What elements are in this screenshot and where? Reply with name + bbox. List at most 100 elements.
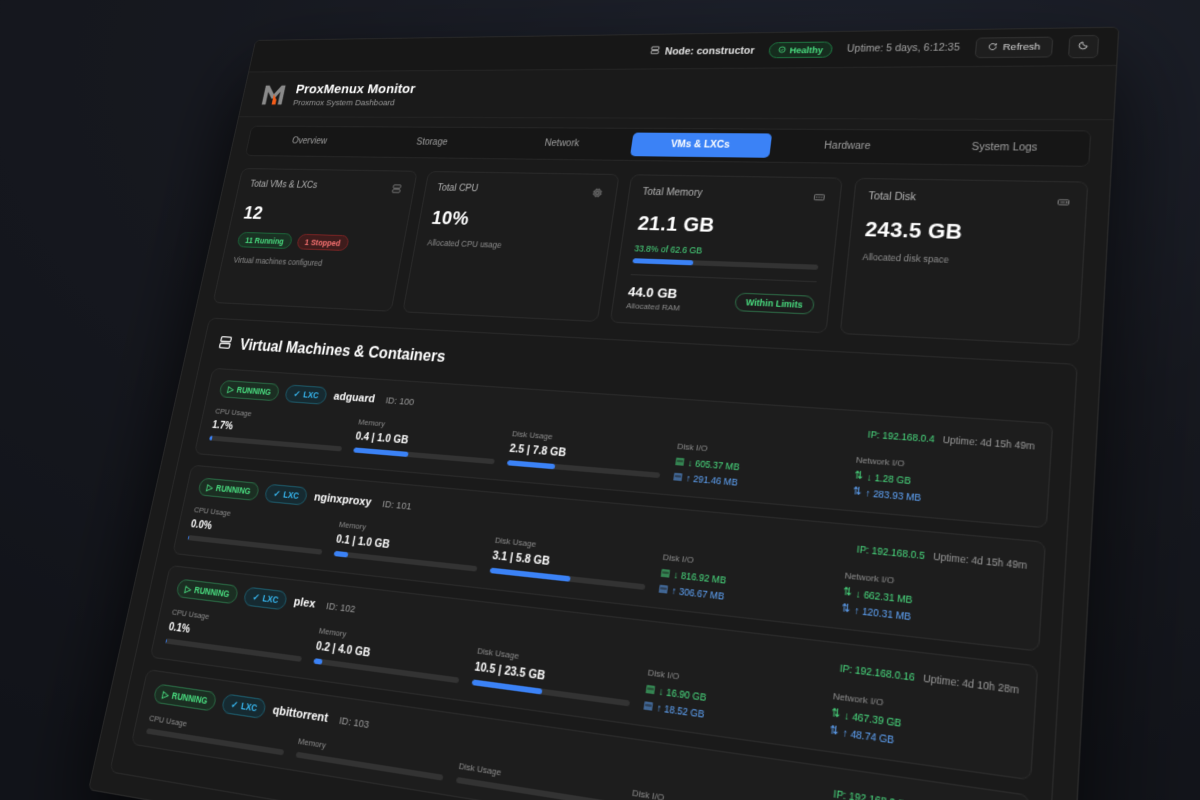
hard-drive-icon: ▤ — [645, 682, 656, 696]
network-icon: ⇅ — [852, 485, 862, 498]
vm-type-badge: ✓ LXC — [242, 586, 289, 611]
vm-type-label: LXC — [261, 592, 280, 606]
vm-status-label: RUNNING — [170, 690, 209, 707]
vm-metric-memory: Memory 0.4 | 1.0 GB — [352, 417, 500, 467]
vm-status-label: RUNNING — [235, 384, 273, 397]
node-label: Node: constructor — [664, 44, 756, 57]
hard-drive-icon — [1056, 195, 1071, 214]
play-icon: ▷ — [184, 583, 193, 595]
card-total-vms-sub: Virtual machines configured — [232, 255, 324, 268]
vm-ip: IP: 192.168.0.5 — [856, 543, 926, 562]
allocated-ram-value: 44.0 GB — [627, 284, 679, 302]
vm-id: ID: 101 — [381, 498, 413, 513]
card-total-vms-label: Total VMs & LXCs — [249, 179, 319, 191]
vm-state-pills: 11 Running 1 Stopped — [236, 231, 392, 253]
vm-meta: IP: 192.168.0.4 Uptime: 4d 15h 49m — [867, 429, 1035, 452]
perspective-plane: Node: constructor Healthy Uptime: 5 days… — [88, 26, 1120, 800]
tab-overview[interactable]: Overview — [290, 136, 328, 147]
card-total-cpu: Total CPU 10% Allocated CPU usage — [401, 171, 620, 323]
card-total-memory: Total Memory 21.1 GB 33.8% of 62.6 GB 44… — [609, 174, 843, 334]
tab-vms-lxcs[interactable]: VMs & LXCs — [630, 132, 772, 158]
network-icon: ⇅ — [853, 469, 863, 482]
memory-icon — [811, 190, 826, 208]
container-icon: ✓ — [230, 698, 239, 711]
proxmenux-m-logo — [259, 82, 289, 108]
container-icon: ✓ — [251, 591, 261, 603]
within-limits-badge: Within Limits — [734, 292, 815, 315]
vm-id: ID: 100 — [384, 394, 416, 408]
vm-status-label: RUNNING — [193, 584, 231, 600]
pill-running: 11 Running — [236, 231, 294, 250]
card-total-disk-value: 243.5 GB — [863, 218, 964, 245]
card-total-disk-label: Total Disk — [867, 191, 917, 204]
vm-name: qbittorrent — [271, 703, 330, 726]
card-total-vms: Total VMs & LXCs 12 11 Running 1 Stopped… — [212, 168, 418, 312]
status-badge: Healthy — [767, 41, 834, 59]
play-icon: ▷ — [161, 688, 170, 700]
vm-type-label: LXC — [282, 489, 300, 501]
vm-uptime: Uptime: 4d 15h 49m — [942, 433, 1036, 452]
vm-status-badge: ▷ RUNNING — [218, 379, 281, 402]
vm-name: nginxproxy — [313, 491, 373, 509]
vm-status-label: RUNNING — [214, 482, 252, 497]
card-total-disk: Total Disk 243.5 GB Allocated disk space — [839, 177, 1089, 346]
play-icon: ▷ — [226, 383, 235, 394]
vm-type-badge: ✓ LXC — [284, 384, 329, 405]
node-info: Node: constructor — [649, 45, 755, 58]
refresh-icon — [987, 42, 998, 53]
theme-toggle-button[interactable] — [1067, 35, 1100, 59]
moon-icon — [1077, 40, 1089, 53]
vm-metric-disk: Disk Usage 3.1 | 5.8 GB — [489, 535, 650, 593]
vm-ip: IP: 192.168.0.4 — [867, 428, 936, 445]
card-total-vms-value: 12 — [241, 203, 265, 224]
card-total-memory-label: Total Memory — [641, 186, 704, 199]
vm-name: adguard — [332, 390, 376, 406]
vm-metric-network-io: Network I/O ⇅ ↓ 1.28 GB ⇅ ↑ 283.93 MB — [852, 455, 1033, 513]
refresh-label: Refresh — [1002, 41, 1041, 53]
vm-status-badge: ▷ RUNNING — [152, 683, 218, 712]
server-icon — [649, 46, 660, 58]
network-icon: ⇅ — [830, 706, 841, 720]
tab-storage[interactable]: Storage — [415, 137, 449, 148]
vm-metric-disk: Disk Usage 10.5 | 23.5 GB — [471, 646, 634, 710]
card-total-cpu-label: Total CPU — [436, 183, 479, 195]
pill-stopped: 1 Stopped — [295, 233, 350, 252]
vm-list-panel: Virtual Machines & Containers ▷ RUNNING ✓ L… — [109, 317, 1078, 800]
app-header: ProxMenux Monitor Proxmox System Dashboa… — [238, 65, 1117, 121]
vm-metric-disk-io: Disk I/O ▤ ↓ 816.92 MB ▤ ↑ 306.67 MB — [658, 552, 830, 613]
hard-drive-icon: ▤ — [672, 470, 683, 483]
vm-name: plex — [292, 595, 317, 611]
page-subtitle: Proxmox System Dashboard — [292, 98, 396, 108]
vm-metric-memory: Memory 0.1 | 1.0 GB — [333, 520, 483, 575]
uptime-text: Uptime: 5 days, 6:12:35 — [846, 42, 961, 55]
vm-meta: IP: 192.168.0.5 Uptime: 4d 15h 49m — [856, 543, 1027, 571]
vm-metric-disk: Disk Usage 2.5 | 7.8 GB — [506, 429, 664, 481]
vm-metric-network-io: Network I/O ⇅ ↓ 662.31 MB ⇅ ↑ 120.31 MB — [841, 570, 1026, 635]
vm-status-badge: ▷ RUNNING — [175, 578, 240, 605]
hard-drive-icon: ▤ — [660, 566, 671, 579]
vm-id: ID: 102 — [325, 599, 357, 616]
memory-pct-text: 33.8% of 62.6 GB — [633, 243, 703, 256]
vm-metric-disk-io: Disk I/O ▤ ↓ 16.90 GB ▤ ↑ 18.52 GB — [643, 667, 818, 735]
network-icon: ⇅ — [842, 585, 852, 599]
card-total-cpu-sub: Allocated CPU usage — [426, 237, 503, 250]
tab-hardware[interactable]: Hardware — [823, 140, 871, 153]
page-title: ProxMenux Monitor — [294, 81, 417, 97]
refresh-button[interactable]: Refresh — [974, 36, 1054, 59]
vm-metric-network-io: Network I/O ⇅ ↓ 467.39 GB ⇅ ↑ 48.74 GB — [829, 691, 1017, 763]
hard-drive-icon: ▤ — [674, 455, 685, 467]
container-icon: ✓ — [292, 388, 302, 399]
network-icon: ⇅ — [840, 601, 851, 615]
play-icon: ▷ — [205, 481, 214, 493]
vm-uptime: Uptime: 4d 15h 49m — [932, 550, 1028, 572]
tab-system-logs[interactable]: System Logs — [971, 141, 1038, 154]
vm-id: ID: 103 — [338, 714, 371, 731]
vm-status-badge: ▷ RUNNING — [197, 477, 261, 502]
tab-network[interactable]: Network — [543, 138, 580, 149]
vm-metric-cpu: CPU Usage 1.7% — [208, 407, 347, 455]
vm-meta: IP: 192.168.0.16 Uptime: 4d 10h 28m — [839, 662, 1019, 696]
vm-type-label: LXC — [302, 389, 320, 401]
vm-metric-cpu: CPU Usage 0.1% — [165, 607, 308, 665]
vm-type-label: LXC — [240, 700, 259, 714]
